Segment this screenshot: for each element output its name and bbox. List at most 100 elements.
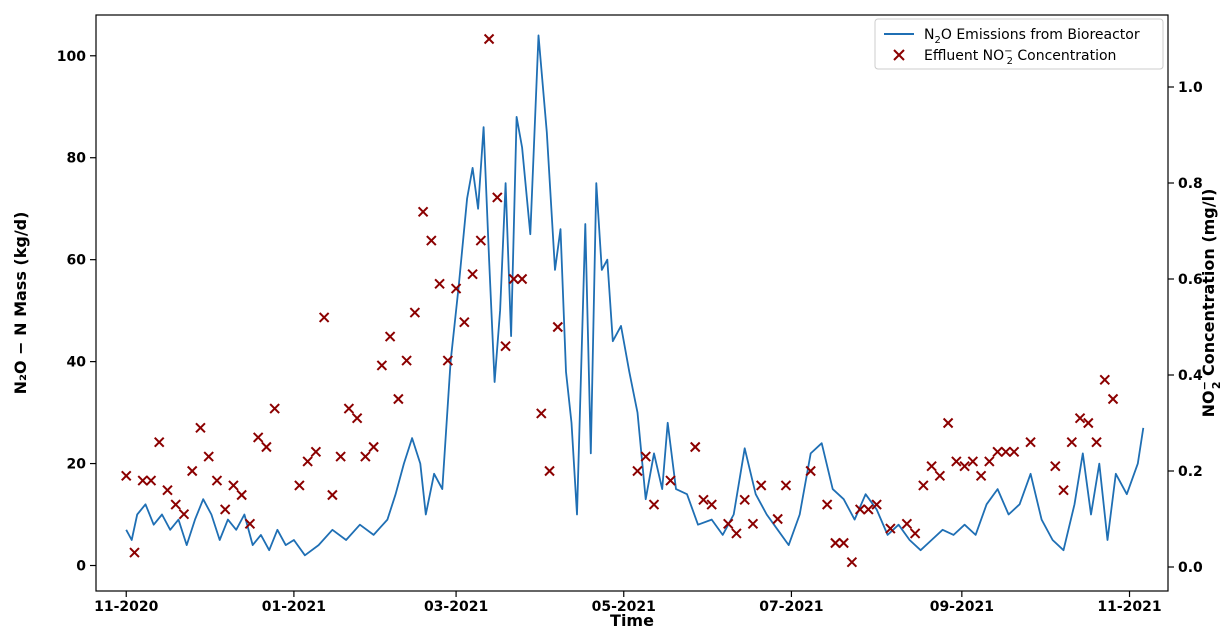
no2-concentration-marker bbox=[632, 465, 643, 477]
no2-concentration-marker bbox=[252, 432, 264, 443]
no2-concentration-marker bbox=[992, 446, 1003, 458]
no2-concentration-marker bbox=[755, 480, 767, 491]
x-tick-label: 07-2021 bbox=[759, 599, 823, 615]
x-tick-label: 09-2021 bbox=[930, 599, 994, 615]
legend-line-label-pre: N bbox=[924, 27, 934, 43]
effluent-no2-series bbox=[121, 33, 1119, 568]
no2-concentration-marker bbox=[780, 480, 792, 491]
no2-concentration-marker bbox=[327, 489, 338, 501]
no2-concentration-marker bbox=[846, 556, 858, 568]
no2-concentration-marker bbox=[552, 321, 563, 333]
x-tick-label: 01-2021 bbox=[262, 599, 326, 615]
n2o-emissions-line bbox=[125, 34, 1145, 557]
no2-concentration-marker bbox=[434, 278, 445, 290]
no2-concentration-marker bbox=[409, 307, 421, 318]
legend-line-label: N2O Emissions from Bioreactor bbox=[924, 27, 1140, 46]
no2-concentration-marker bbox=[901, 518, 913, 530]
no2-concentration-marker bbox=[302, 456, 313, 467]
no2-concentration-marker bbox=[1066, 436, 1078, 448]
no2-concentration-marker bbox=[942, 417, 954, 429]
left-y-axis-label: N₂O − N Mass (kg/d) bbox=[11, 212, 30, 395]
right-y-tick-label: 1.0 bbox=[1178, 80, 1203, 96]
no2-concentration-marker bbox=[516, 273, 528, 285]
no2-concentration-marker bbox=[137, 475, 148, 486]
no2-concentration-marker bbox=[1000, 446, 1012, 458]
no2-concentration-marker bbox=[351, 412, 363, 424]
no2-concentration-marker bbox=[178, 508, 190, 520]
no2-concentration-marker bbox=[475, 235, 487, 246]
no2-concentration-marker bbox=[830, 537, 841, 549]
no2-concentration-marker bbox=[722, 518, 734, 530]
no2-concentration-marker bbox=[170, 499, 181, 510]
no2-concentration-marker bbox=[417, 206, 429, 218]
no2-concentration-marker bbox=[984, 456, 995, 467]
right-y-axis-label: NO−2 Concentration (mg/l) bbox=[1198, 189, 1223, 418]
no2-concentration-marker bbox=[838, 537, 849, 549]
no2-concentration-marker bbox=[885, 523, 896, 534]
legend-line-label-sub: 2 bbox=[934, 35, 940, 46]
legend-marker-label-sup: − bbox=[1004, 46, 1012, 57]
no2-concentration-marker bbox=[1083, 417, 1094, 429]
plot-frame bbox=[95, 14, 1169, 592]
left-y-axis-ticks: 0 20 40 60 80 100 bbox=[57, 49, 96, 575]
no2-concentration-marker bbox=[244, 518, 256, 530]
no2-concentration-marker bbox=[648, 499, 660, 510]
x-axis-label: Time bbox=[610, 611, 654, 628]
legend-marker-label-sub: 2 bbox=[1007, 56, 1013, 67]
no2-concentration-marker bbox=[492, 192, 503, 203]
no2-concentration-marker bbox=[228, 480, 239, 491]
no2-concentration-marker bbox=[544, 465, 555, 477]
no2-concentration-marker bbox=[665, 475, 676, 486]
no2-concentration-marker bbox=[1107, 393, 1119, 405]
x-tick-label: 11-2020 bbox=[94, 599, 159, 615]
no2-concentration-marker bbox=[145, 475, 157, 486]
no2-concentration-marker bbox=[236, 489, 247, 501]
left-y-tick-label: 0 bbox=[76, 559, 86, 575]
no2-concentration-marker bbox=[1058, 484, 1069, 496]
no2-concentration-marker bbox=[863, 504, 874, 515]
right-y-axis-label-superscript: − bbox=[1198, 381, 1211, 390]
right-y-tick-label: 0.4 bbox=[1178, 368, 1203, 384]
no2-concentration-marker bbox=[1091, 436, 1102, 448]
legend-marker-swatch bbox=[893, 49, 905, 61]
no2-concentration-marker bbox=[442, 355, 454, 366]
no2-concentration-marker bbox=[203, 451, 214, 462]
no2-concentration-marker bbox=[211, 475, 223, 486]
no2-concentration-marker bbox=[1074, 412, 1086, 424]
no2-concentration-marker bbox=[640, 451, 651, 462]
no2-concentration-marker bbox=[854, 504, 866, 515]
no2-concentration-marker bbox=[871, 499, 882, 510]
no2-concentration-marker bbox=[747, 518, 759, 530]
no2-concentration-marker bbox=[219, 504, 231, 515]
legend-box bbox=[874, 18, 1164, 70]
right-y-tick-label: 0.2 bbox=[1178, 464, 1203, 480]
left-y-tick-label: 60 bbox=[67, 253, 87, 269]
right-y-axis-label-suffix: Concentration (mg/l) bbox=[1199, 189, 1218, 382]
no2-concentration-marker bbox=[343, 403, 355, 414]
no2-concentration-marker bbox=[918, 480, 929, 491]
no2-concentration-marker bbox=[926, 460, 937, 472]
no2-concentration-marker bbox=[975, 470, 987, 482]
no2-concentration-marker bbox=[186, 465, 198, 477]
n2o-emissions-series bbox=[125, 34, 1145, 557]
right-y-tick-label: 0.6 bbox=[1178, 272, 1203, 288]
no2-concentration-marker bbox=[731, 528, 742, 539]
legend-line-label-post: O Emissions from Bioreactor bbox=[941, 27, 1140, 43]
no2-concentration-marker bbox=[1099, 374, 1110, 386]
legend: N2O Emissions from Bioreactor Effluent N… bbox=[874, 18, 1164, 70]
left-y-tick-label: 80 bbox=[67, 151, 87, 167]
plot-area bbox=[95, 14, 1169, 592]
no2-concentration-marker bbox=[360, 451, 371, 462]
no2-concentration-marker bbox=[698, 494, 709, 506]
no2-concentration-marker bbox=[508, 273, 520, 285]
no2-concentration-marker bbox=[967, 456, 979, 467]
no2-concentration-marker bbox=[1025, 436, 1036, 448]
no2-concentration-marker bbox=[821, 499, 833, 510]
no2-concentration-marker bbox=[384, 331, 396, 342]
no2-concentration-marker bbox=[401, 355, 412, 366]
no2-concentration-marker bbox=[706, 499, 717, 510]
right-y-axis-label-prefix: NO bbox=[1199, 390, 1218, 417]
no2-concentration-marker bbox=[162, 484, 173, 496]
no2-concentration-marker bbox=[459, 316, 470, 328]
no2-concentration-marker bbox=[934, 470, 946, 482]
